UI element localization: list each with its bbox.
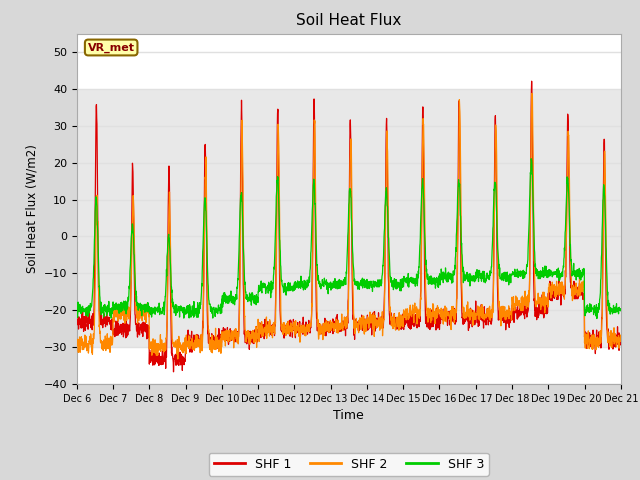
SHF 3	[376, 279, 384, 285]
SHF 1	[507, 317, 515, 323]
Line: SHF 2: SHF 2	[77, 94, 621, 359]
SHF 3	[569, 269, 577, 275]
SHF 3	[225, 294, 232, 300]
SHF 1	[569, 282, 577, 288]
SHF 3	[593, 316, 601, 322]
SHF 1	[376, 318, 384, 324]
SHF 3	[73, 309, 81, 314]
Title: Soil Heat Flux: Soil Heat Flux	[296, 13, 401, 28]
X-axis label: Time: Time	[333, 409, 364, 422]
Bar	[77, 89, 621, 347]
Line: SHF 3: SHF 3	[77, 159, 621, 319]
SHF 1	[73, 311, 81, 317]
SHF 2	[507, 311, 515, 317]
SHF 2	[569, 296, 577, 302]
SHF 1	[170, 369, 177, 375]
SHF 2	[584, 338, 592, 344]
SHF 1	[528, 78, 536, 84]
Line: SHF 1: SHF 1	[77, 81, 621, 372]
SHF 2	[73, 336, 81, 342]
Text: VR_met: VR_met	[88, 42, 134, 53]
SHF 3	[507, 275, 515, 280]
SHF 2	[225, 333, 232, 338]
SHF 3	[617, 308, 625, 313]
SHF 1	[365, 322, 372, 327]
SHF 2	[174, 356, 182, 362]
SHF 3	[584, 308, 591, 313]
SHF 2	[617, 332, 625, 338]
SHF 3	[364, 285, 372, 290]
SHF 2	[365, 316, 372, 322]
Y-axis label: Soil Heat Flux (W/m2): Soil Heat Flux (W/m2)	[25, 144, 38, 273]
SHF 3	[527, 156, 535, 162]
SHF 2	[528, 91, 536, 96]
SHF 1	[617, 342, 625, 348]
SHF 1	[225, 341, 232, 347]
Legend: SHF 1, SHF 2, SHF 3: SHF 1, SHF 2, SHF 3	[209, 453, 489, 476]
SHF 2	[376, 315, 384, 321]
SHF 1	[584, 336, 592, 342]
